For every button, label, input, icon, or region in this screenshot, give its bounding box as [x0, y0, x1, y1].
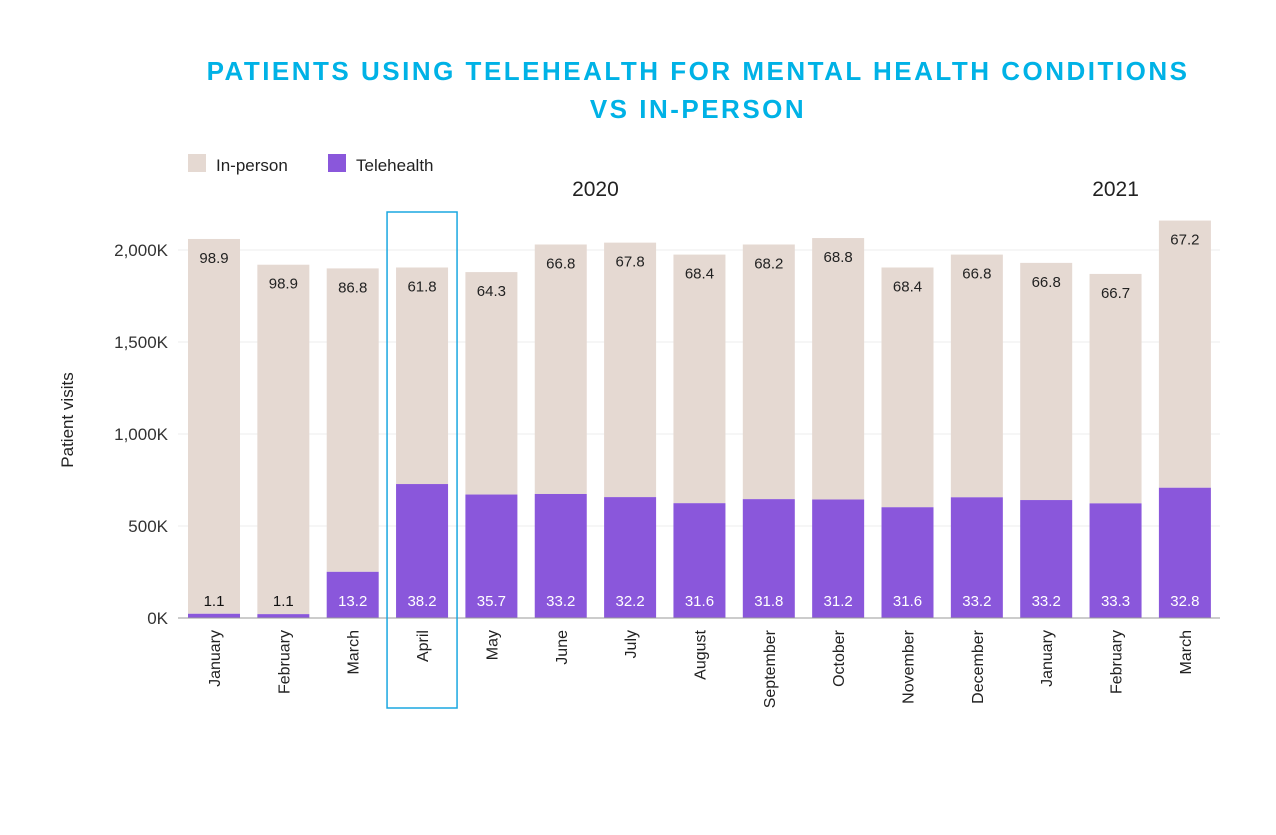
x-tick-label: October	[831, 629, 848, 687]
year-label: 2021	[1092, 178, 1139, 201]
bar-telehealth	[950, 497, 1003, 618]
telehealth-percent-label: 32.8	[1170, 593, 1199, 610]
highlight-box	[386, 211, 458, 709]
chart-title-line-2: VS IN-PERSON	[589, 94, 807, 124]
legend: In-person Telehealth	[188, 154, 434, 175]
x-tick-label: September	[762, 629, 779, 708]
y-tick-label: 1,500K	[114, 333, 169, 352]
telehealth-percent-label: 1.1	[204, 593, 225, 610]
legend-swatch-in-person	[188, 154, 206, 172]
legend-label-in-person: In-person	[216, 156, 288, 175]
telehealth-percent-label: 1.1	[273, 593, 294, 610]
bar-in-person	[257, 264, 310, 615]
bar-in-person	[673, 254, 726, 504]
legend-swatch-telehealth	[328, 154, 346, 172]
bar-telehealth	[812, 499, 865, 618]
bar-in-person	[1020, 262, 1073, 501]
x-tick-label: May	[484, 630, 501, 660]
telehealth-percent-label: 13.2	[338, 593, 367, 610]
bar-in-person	[1089, 273, 1142, 504]
x-tick-label: March	[346, 630, 363, 674]
bar-telehealth	[326, 571, 379, 618]
bar-in-person	[1158, 220, 1211, 488]
bar-telehealth	[534, 493, 587, 618]
bar-telehealth	[881, 507, 934, 618]
x-tick-label: February	[1109, 630, 1126, 694]
in-person-percent-label: 64.3	[477, 283, 506, 300]
in-person-percent-label: 67.2	[1170, 232, 1199, 249]
in-person-percent-label: 68.4	[685, 266, 714, 283]
y-axis-label: Patient visits	[58, 372, 77, 467]
bar-telehealth	[604, 497, 657, 618]
telehealth-percent-label: 33.3	[1101, 593, 1130, 610]
bar-in-person	[604, 242, 657, 498]
bar-telehealth	[396, 484, 449, 618]
in-person-percent-label: 67.8	[615, 254, 644, 271]
bar-in-person	[465, 272, 518, 495]
x-tick-label: December	[970, 629, 987, 703]
axes: 0K 500K 1,000K 1,500K 2,000K January February M…	[114, 241, 1220, 708]
telehealth-percent-label: 32.2	[615, 593, 644, 610]
bar-telehealth	[673, 503, 726, 618]
x-tick-label: August	[692, 629, 709, 679]
bar-telehealth	[1089, 503, 1142, 618]
bar-telehealth	[742, 499, 795, 618]
telehealth-percent-label: 38.2	[407, 593, 436, 610]
bar-telehealth	[1020, 500, 1073, 618]
x-tick-label: January	[1039, 630, 1056, 687]
chart-title-line-1: PATIENTS USING TELEHEALTH FOR MENTAL HEA…	[206, 56, 1190, 86]
in-person-percent-label: 66.7	[1101, 285, 1130, 302]
telehealth-percent-label: 33.2	[546, 593, 575, 610]
y-tick-label: 2,000K	[114, 241, 169, 260]
in-person-percent-label: 66.8	[962, 266, 991, 283]
in-person-percent-label: 98.9	[269, 276, 298, 293]
x-tick-label: November	[901, 629, 918, 703]
in-person-percent-label: 86.8	[338, 279, 367, 296]
in-person-percent-label: 68.4	[893, 278, 922, 295]
telehealth-percent-label: 31.8	[754, 593, 783, 610]
bar-in-person	[812, 238, 865, 500]
bar-in-person	[188, 238, 240, 614]
x-tick-label: March	[1178, 630, 1195, 674]
bars	[188, 220, 1211, 618]
y-tick-label: 500K	[128, 517, 168, 536]
x-tick-label: June	[554, 630, 571, 665]
telehealth-percent-label: 31.6	[685, 593, 714, 610]
bar-in-person	[742, 244, 795, 500]
in-person-percent-label: 66.8	[546, 255, 575, 272]
chart-title: PATIENTS USING TELEHEALTH FOR MENTAL HEA…	[120, 52, 1276, 128]
y-tick-label: 1,000K	[114, 425, 169, 444]
legend-label-telehealth: Telehealth	[356, 156, 434, 175]
telehealth-percent-label: 35.7	[477, 593, 506, 610]
bar-in-person	[534, 244, 587, 494]
bar-labels: 98.9 1.1 98.9 1.1 86.8 13.2 61.8 38.2 64.3 35.7 66…	[199, 232, 1199, 610]
bar-telehealth	[188, 613, 240, 618]
x-tick-label: July	[623, 630, 640, 658]
bar-in-person	[326, 268, 379, 572]
year-label: 2020	[572, 178, 619, 201]
telehealth-percent-label: 31.2	[824, 593, 853, 610]
bar-telehealth	[1158, 487, 1211, 618]
telehealth-percent-label: 33.2	[962, 593, 991, 610]
bar-in-person	[881, 267, 934, 508]
in-person-percent-label: 68.2	[754, 255, 783, 272]
bar-in-person	[950, 254, 1003, 498]
bar-telehealth	[465, 494, 518, 618]
in-person-percent-label: 98.9	[199, 250, 228, 267]
telehealth-percent-label: 31.6	[893, 593, 922, 610]
x-tick-label: February	[276, 630, 293, 694]
telehealth-percent-label: 33.2	[1032, 593, 1061, 610]
in-person-percent-label: 66.8	[1032, 274, 1061, 291]
x-tick-label: April	[415, 630, 432, 662]
bar-telehealth	[257, 614, 310, 618]
in-person-percent-label: 68.8	[824, 249, 853, 266]
x-tick-label: January	[207, 630, 224, 687]
y-tick-label: 0K	[147, 609, 168, 628]
in-person-percent-label: 61.8	[407, 278, 436, 295]
bar-in-person	[396, 267, 449, 485]
